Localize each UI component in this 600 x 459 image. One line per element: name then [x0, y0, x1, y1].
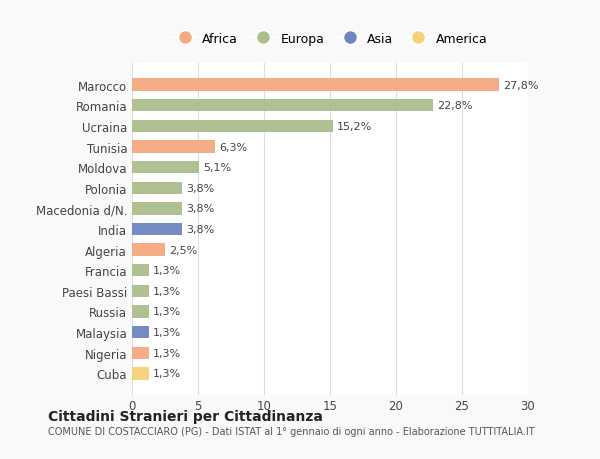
Text: Cittadini Stranieri per Cittadinanza: Cittadini Stranieri per Cittadinanza — [48, 409, 323, 423]
Text: 2,5%: 2,5% — [169, 245, 197, 255]
Bar — [132, 285, 149, 297]
Bar — [132, 306, 149, 318]
Text: 1,3%: 1,3% — [153, 286, 181, 296]
Text: 3,8%: 3,8% — [186, 204, 214, 214]
Bar — [132, 79, 499, 92]
Bar — [132, 244, 165, 256]
Bar — [132, 182, 182, 195]
Bar — [132, 347, 149, 359]
Text: 1,3%: 1,3% — [153, 369, 181, 379]
Text: 1,3%: 1,3% — [153, 307, 181, 317]
Text: 27,8%: 27,8% — [503, 80, 538, 90]
Legend: Africa, Europa, Asia, America: Africa, Europa, Asia, America — [167, 28, 493, 50]
Text: 3,8%: 3,8% — [186, 183, 214, 193]
Text: 22,8%: 22,8% — [437, 101, 472, 111]
Bar — [132, 264, 149, 277]
Bar — [132, 120, 332, 133]
Bar — [132, 203, 182, 215]
Bar — [132, 367, 149, 380]
Text: 1,3%: 1,3% — [153, 327, 181, 337]
Bar — [132, 100, 433, 112]
Text: 3,8%: 3,8% — [186, 224, 214, 235]
Bar — [132, 162, 199, 174]
Text: 15,2%: 15,2% — [337, 122, 372, 132]
Bar — [132, 141, 215, 153]
Bar — [132, 224, 182, 235]
Text: 1,3%: 1,3% — [153, 266, 181, 276]
Bar — [132, 326, 149, 339]
Text: 6,3%: 6,3% — [219, 142, 247, 152]
Text: 1,3%: 1,3% — [153, 348, 181, 358]
Text: COMUNE DI COSTACCIARO (PG) - Dati ISTAT al 1° gennaio di ogni anno - Elaborazion: COMUNE DI COSTACCIARO (PG) - Dati ISTAT … — [48, 426, 535, 436]
Text: 5,1%: 5,1% — [203, 163, 232, 173]
